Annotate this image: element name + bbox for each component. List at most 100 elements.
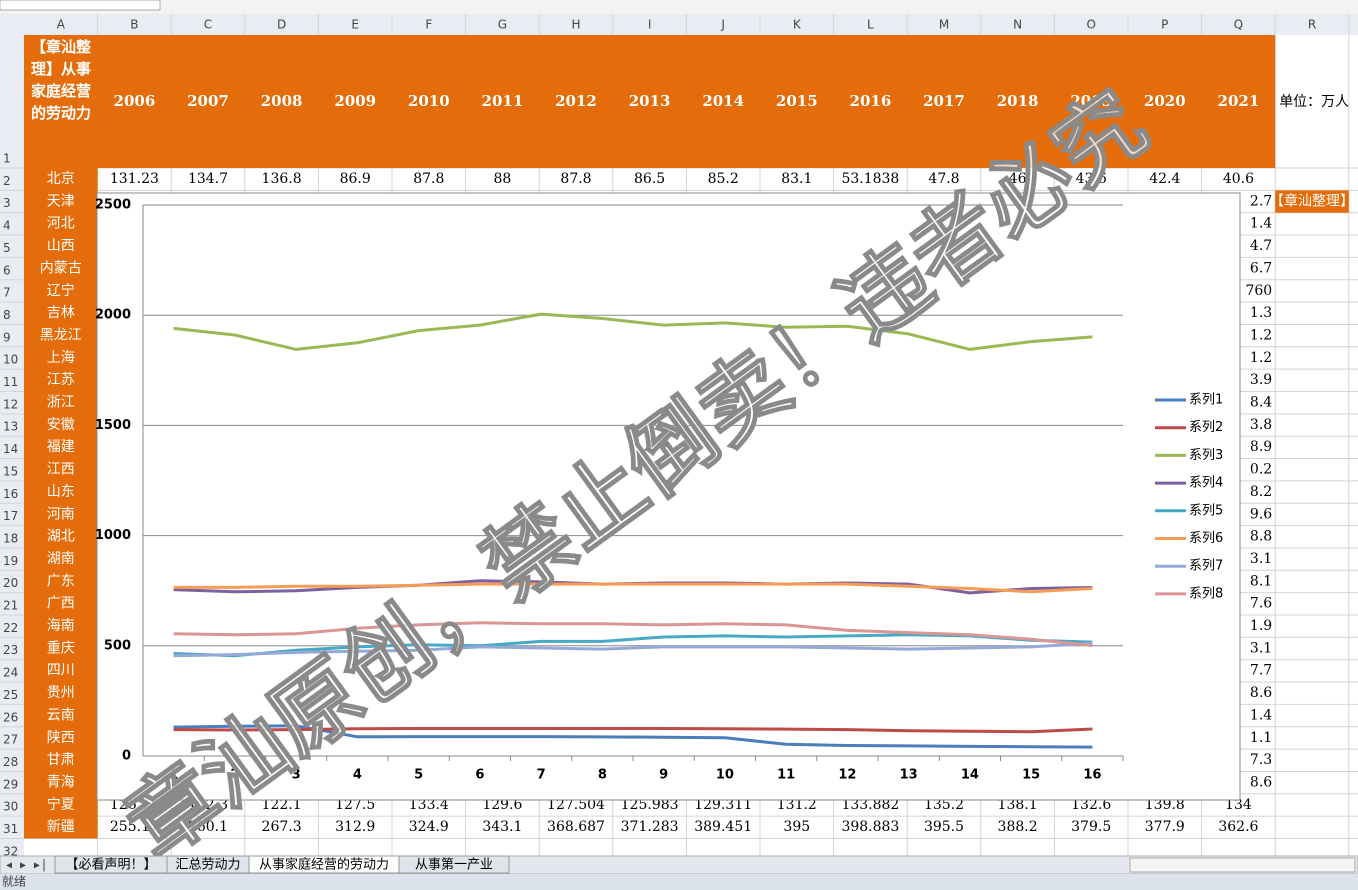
cell-value: 126.14: [110, 797, 159, 813]
cell-value: 1.3: [1250, 305, 1272, 321]
r3-text: 【章汕整理】: [1270, 192, 1354, 209]
x-tick-label: 1: [169, 768, 178, 783]
cell-value: 136.8: [262, 171, 302, 187]
cell-value: 3.1: [1250, 551, 1272, 567]
province: 陕西: [47, 730, 75, 746]
province: 青海: [47, 774, 75, 790]
x-tick-label: 12: [838, 768, 856, 783]
x-tick-label: 2: [230, 768, 239, 783]
province: 海南: [47, 618, 75, 634]
year-header: 2016: [850, 92, 892, 110]
cell-value: 86.9: [340, 171, 371, 187]
province: 江西: [47, 462, 75, 478]
x-tick-label: 13: [900, 768, 918, 783]
column-header: F: [425, 18, 432, 32]
series-line: [173, 582, 1093, 594]
row-header: 2: [3, 174, 11, 188]
row-header: 7: [3, 286, 11, 300]
cell-value: 1.1: [1250, 730, 1272, 746]
r3-fill: [1275, 190, 1349, 213]
unit-label: 单位：万人: [1279, 94, 1349, 110]
legend-label: 系列2: [1189, 420, 1223, 435]
province: 吉林: [47, 305, 75, 321]
province: 河北: [47, 216, 75, 232]
x-tick-label: 4: [353, 768, 362, 783]
cell-value: 134: [1225, 797, 1252, 813]
row-header: 24: [3, 666, 18, 680]
row-header: 17: [3, 509, 18, 523]
province: 湖南: [47, 551, 75, 567]
row-header: 13: [3, 420, 18, 434]
row-header: 1: [3, 152, 11, 166]
x-tick-label: 16: [1083, 768, 1101, 783]
province: 浙江: [47, 395, 75, 411]
row-header: 26: [3, 710, 18, 724]
row-header: 32: [3, 844, 18, 858]
year-header: 2008: [261, 92, 303, 110]
row-header: 5: [3, 241, 11, 255]
column-header: E: [351, 18, 359, 32]
year-header: 2015: [776, 92, 818, 110]
cell-value: 267.3: [262, 819, 302, 835]
cell-value: 395.5: [924, 819, 964, 835]
row-header: 25: [3, 688, 18, 702]
province: 四川: [47, 663, 75, 679]
province: 北京: [47, 171, 75, 187]
cell-value: 2.7: [1250, 193, 1272, 209]
status-bar: [0, 874, 1358, 890]
year-header: 2012: [555, 92, 597, 110]
province: 辽宁: [47, 282, 75, 299]
year-header: 2013: [629, 92, 671, 110]
year-header: 2020: [1144, 92, 1186, 110]
x-tick-label: 9: [659, 768, 668, 783]
cell-value: 132.6: [1071, 797, 1111, 813]
cell-value: 7.3: [1250, 752, 1272, 768]
chart-area: [96, 192, 1241, 801]
cell-value: 760: [1245, 283, 1272, 299]
column-header: P: [1161, 18, 1168, 32]
scrollbar[interactable]: [1129, 857, 1356, 873]
legend-label: 系列5: [1189, 503, 1223, 518]
year-header: 2011: [482, 92, 524, 110]
province: 云南: [47, 707, 75, 723]
row-header: 27: [3, 733, 18, 747]
province: 湖北: [47, 529, 75, 545]
sheet-tab-label: 从事第一产业: [415, 858, 493, 873]
year-header: 2009: [334, 92, 376, 110]
x-tick-label: 11: [777, 768, 795, 783]
x-tick-label: 8: [598, 768, 607, 783]
cell-value: 138.1: [998, 797, 1038, 813]
row-header: 10: [3, 353, 18, 367]
column-header: H: [571, 18, 580, 32]
series-line: [173, 641, 1093, 658]
row-header: 8: [3, 308, 11, 322]
year-header: 2010: [408, 92, 450, 110]
cell-value: 4.7: [1250, 238, 1272, 254]
cell-value: 343.1: [482, 819, 522, 835]
sheet-tab-label: 汇总劳动力: [175, 857, 240, 873]
cell-value: 8.9: [1250, 439, 1272, 455]
status-text: 就绪: [2, 875, 26, 889]
row-header: 9: [3, 330, 11, 344]
row-header: 18: [3, 531, 18, 545]
province: 上海: [47, 350, 75, 366]
rowhdr-bg: [0, 35, 24, 856]
cell-value: 131.2: [777, 797, 817, 813]
cell-value: 8.6: [1250, 774, 1272, 790]
cell-value: 125.983: [621, 797, 679, 813]
sheet-tab[interactable]: [398, 855, 510, 874]
row-header: 12: [3, 397, 18, 411]
year-header: 2007: [187, 92, 229, 110]
cell-value: 371.283: [621, 819, 679, 835]
cell-value: 53.1838: [841, 171, 899, 187]
series-line: [173, 312, 1093, 351]
cell-value: 1.2: [1250, 327, 1272, 343]
province: 广西: [47, 596, 75, 612]
series-line: [173, 621, 1093, 647]
cell-value: 379.5: [1071, 819, 1111, 835]
row-header: 6: [3, 263, 11, 277]
cell-value: 127.5: [335, 797, 375, 813]
cell-value: 85.2: [708, 171, 739, 187]
cell-value: 134.7: [188, 171, 228, 187]
